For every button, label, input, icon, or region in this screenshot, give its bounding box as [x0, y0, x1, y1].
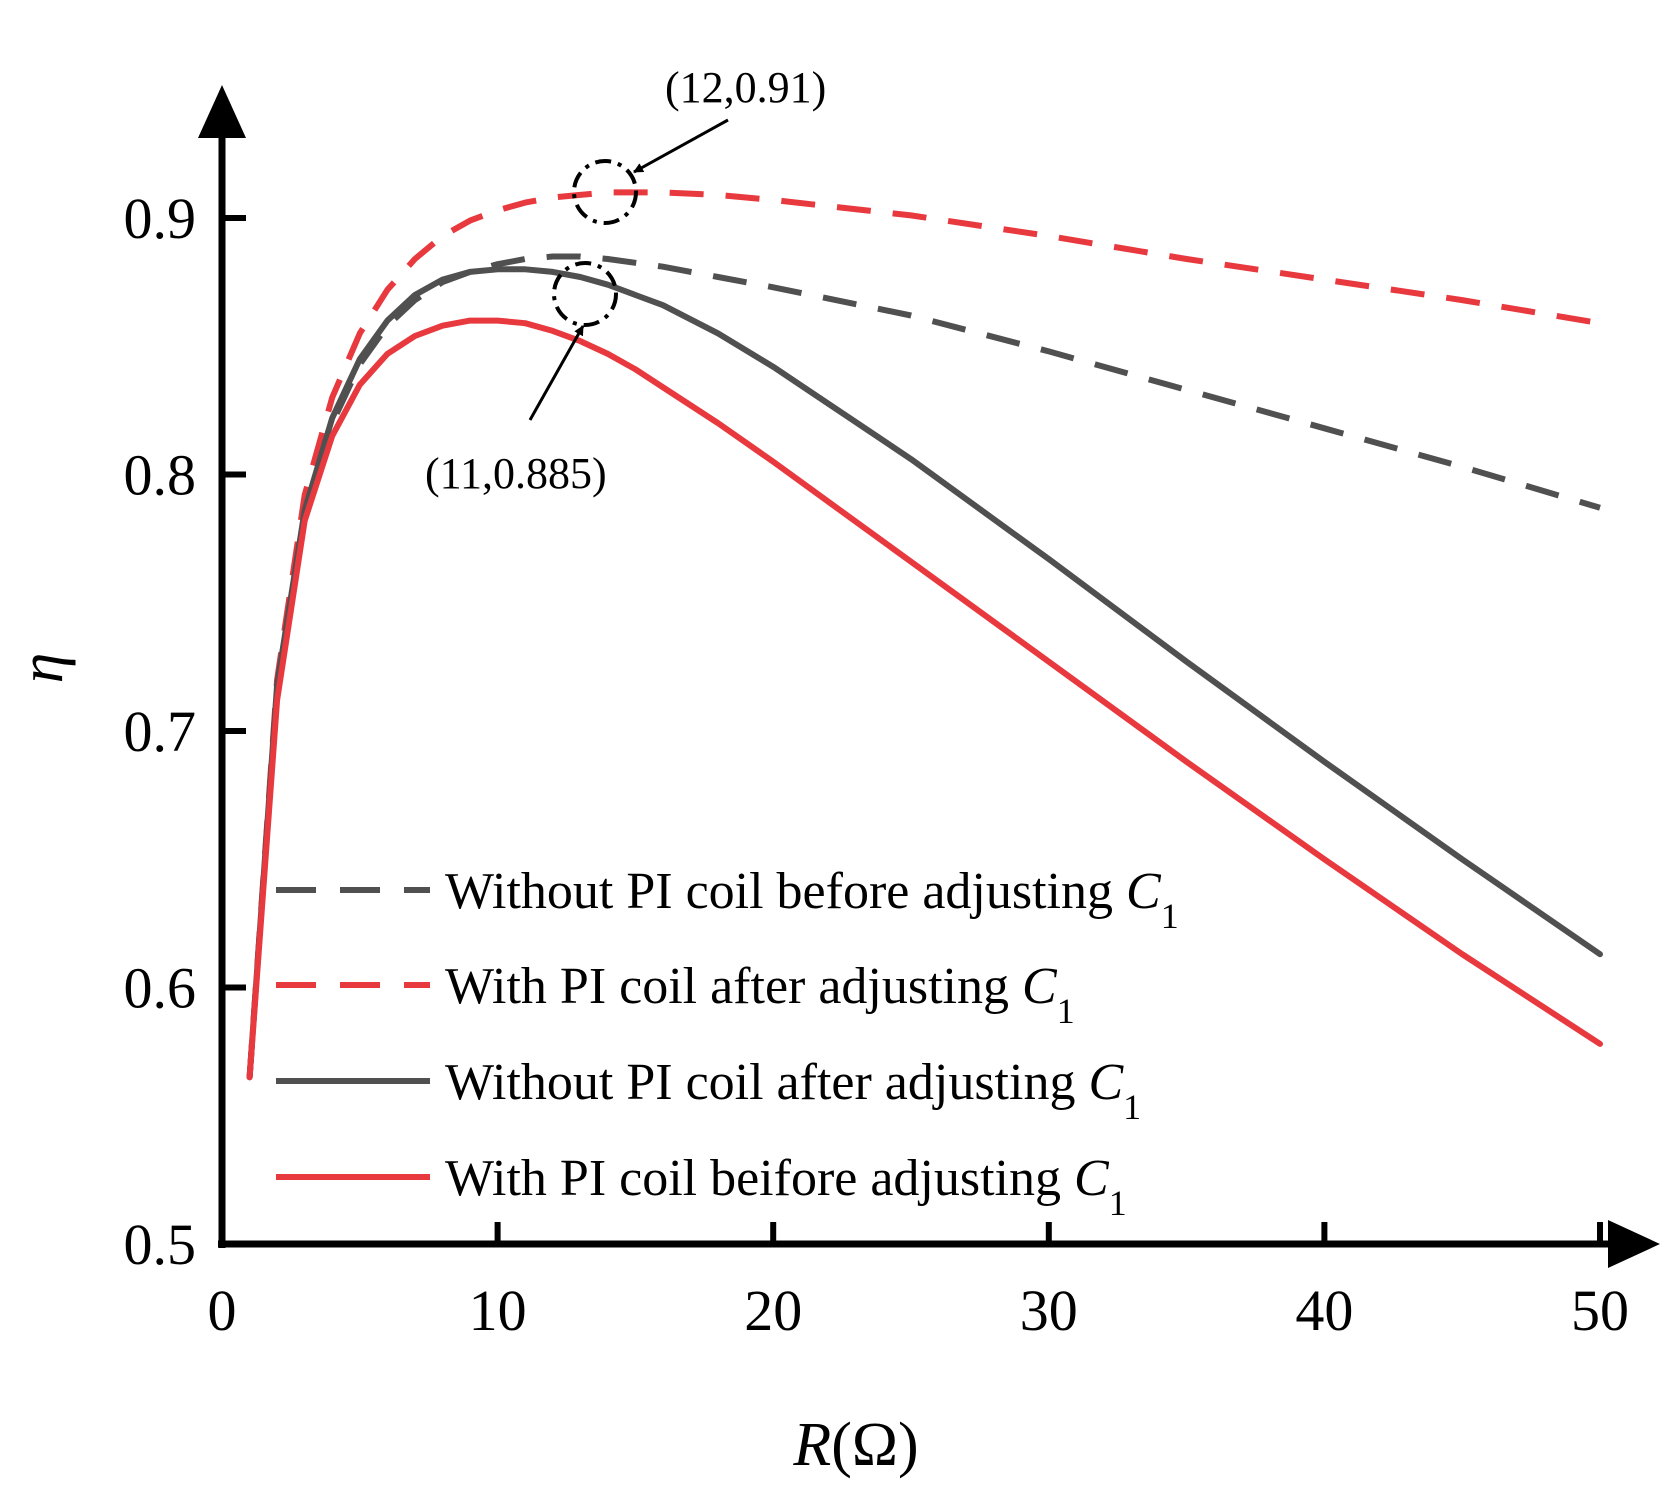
x-tick-label: 30	[1020, 1278, 1078, 1343]
legend-label-3: Without PI coil after adjusting C1	[445, 1054, 1141, 1127]
legend: Without PI coil before adjusting C1 With …	[276, 863, 1179, 1223]
annotation-arrow-peak-before	[528, 325, 585, 421]
y-tick-label: 0.9	[124, 186, 197, 251]
legend-label-1: Without PI coil before adjusting C1	[445, 863, 1179, 936]
annotation-label-peak-after: (12,0.91)	[665, 63, 826, 112]
legend-label-2: With PI coil after adjusting C1	[445, 958, 1075, 1031]
x-tick-label: 20	[744, 1278, 802, 1343]
y-tick-label: 0.5	[124, 1212, 197, 1277]
y-axis-arrowhead	[198, 85, 246, 138]
x-tick-label: 40	[1295, 1278, 1353, 1343]
annotation-label-peak-before: (11,0.885)	[425, 449, 607, 498]
x-tick-label: 50	[1571, 1278, 1629, 1343]
y-tick-label: 0.8	[124, 443, 197, 508]
annotation-circle-peak-after	[572, 159, 638, 225]
x-axis-arrowhead	[1608, 1220, 1660, 1268]
series-line-3	[246, 266, 1603, 1081]
x-axis-label: R(Ω)	[792, 1411, 918, 1479]
series-line-2	[246, 189, 1601, 1078]
legend-label-4: With PI coil beifore adjusting C1	[445, 1150, 1127, 1223]
y-axis-label: η	[8, 653, 76, 684]
annotations: (12,0.91) (11,0.885)	[425, 63, 826, 498]
series-line-4	[246, 317, 1603, 1081]
x-ticks: 0 10 20 30 40 50	[208, 1222, 1629, 1343]
y-tick-label: 0.6	[124, 956, 197, 1021]
y-ticks: 0.5 0.6 0.7 0.8 0.9	[124, 186, 246, 1277]
y-tick-label: 0.7	[124, 699, 197, 764]
axes	[198, 85, 1660, 1268]
series-layer	[246, 189, 1603, 1081]
x-tick-label: 10	[469, 1278, 527, 1343]
annotation-circle-peak-before	[552, 261, 618, 327]
series-line-1	[246, 253, 1601, 1078]
annotation-arrow-peak-after	[633, 118, 729, 174]
x-tick-label: 0	[208, 1278, 237, 1343]
